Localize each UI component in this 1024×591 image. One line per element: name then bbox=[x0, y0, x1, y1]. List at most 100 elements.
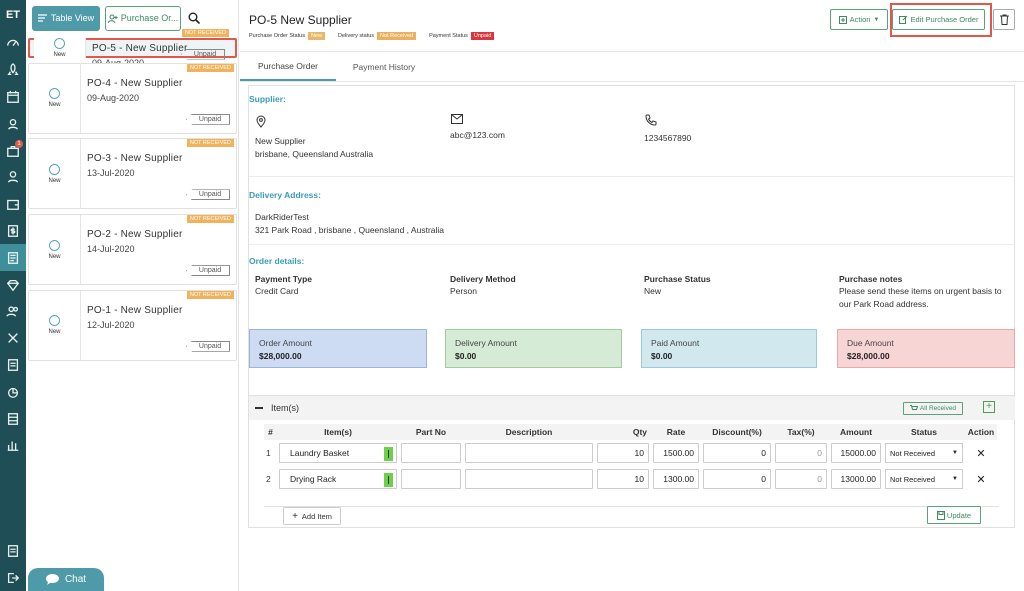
diamond-icon bbox=[6, 279, 20, 291]
edit-highlight bbox=[890, 3, 992, 37]
order-card-po5[interactable]: New PO-5 - New Supplier 09-Aug-2020 NOT … bbox=[28, 28, 237, 68]
add-row-button[interactable]: + bbox=[983, 401, 995, 413]
status-select[interactable]: Not Received ▼ bbox=[885, 469, 963, 489]
purchase-status-label: Purchase Status bbox=[644, 274, 711, 284]
action-dropdown-button[interactable]: Action ▼ bbox=[830, 9, 888, 30]
remove-row-icon[interactable]: ✕ bbox=[976, 447, 986, 460]
rate-input[interactable]: 1300.00 bbox=[653, 469, 699, 489]
rail-dashboard[interactable] bbox=[0, 30, 26, 57]
order-card-po4[interactable]: New PO-4 - New Supplier 09-Aug-2020 NOT … bbox=[28, 62, 237, 134]
all-received-button[interactable]: All Received bbox=[903, 402, 963, 415]
rail-logout[interactable] bbox=[0, 564, 26, 591]
paid-amount-card: Paid Amount $0.00 bbox=[641, 329, 817, 368]
order-date: 09-Aug-2020 bbox=[87, 92, 140, 103]
new-purchase-order-button[interactable]: Purchase Or... bbox=[105, 5, 181, 31]
rail-wallet[interactable] bbox=[0, 191, 26, 218]
paid-amount-value: $0.00 bbox=[651, 351, 673, 361]
plus-square-icon bbox=[838, 15, 847, 24]
qty-input[interactable]: 10 bbox=[597, 469, 649, 489]
rail-user[interactable] bbox=[0, 164, 26, 191]
order-cards: New PO-5 - New Supplier 09-Aug-2020 NOT … bbox=[26, 28, 239, 365]
description-input[interactable] bbox=[465, 443, 593, 463]
delete-button[interactable] bbox=[993, 9, 1015, 30]
payment-type-value: Credit Card bbox=[255, 286, 299, 296]
edit-purchase-order-button[interactable]: Edit Purchase Order bbox=[892, 9, 985, 30]
delivery-name: DarkRiderTest bbox=[255, 212, 309, 222]
amount-input[interactable]: 15000.00 bbox=[831, 443, 881, 463]
rail-stats[interactable] bbox=[0, 432, 26, 459]
tab-purchase-order[interactable]: Purchase Order bbox=[240, 52, 336, 81]
plus-icon: + bbox=[986, 401, 992, 412]
item-select[interactable]: Drying Rack bbox=[279, 469, 397, 489]
table-view-button[interactable]: Table View bbox=[32, 5, 100, 31]
rail-jobs[interactable]: 1 bbox=[0, 137, 26, 164]
order-card-po2[interactable]: New PO-2 - New Supplier 14-Jul-2020 NOT … bbox=[28, 214, 237, 286]
payment-tag: Unpaid bbox=[186, 113, 230, 125]
status-value: Not Received bbox=[890, 474, 936, 484]
trash-icon bbox=[999, 14, 1009, 25]
description-input[interactable] bbox=[465, 469, 593, 489]
discount-input[interactable]: 0 bbox=[703, 469, 771, 489]
rail-purchase-orders[interactable] bbox=[0, 244, 26, 272]
purchase-notes-label: Purchase notes bbox=[839, 274, 903, 284]
update-button[interactable]: Update bbox=[927, 506, 981, 524]
rail-team[interactable] bbox=[0, 298, 26, 325]
part-no-input[interactable] bbox=[401, 469, 461, 489]
state-circle-icon bbox=[49, 315, 60, 327]
rail-notes[interactable] bbox=[0, 537, 26, 564]
remove-row-icon[interactable]: ✕ bbox=[976, 473, 986, 486]
discount-input[interactable]: 0 bbox=[703, 443, 771, 463]
table-row: 2 Drying Rack 10 1300.00 0 0 13000.00 No… bbox=[264, 466, 997, 492]
payment-status-badge: Unpaid bbox=[470, 32, 495, 40]
delivery-amount-label: Delivery Amount bbox=[455, 338, 517, 348]
order-card-po1[interactable]: New PO-1 - New Supplier 12-Jul-2020 NOT … bbox=[28, 289, 237, 361]
payment-tag: Unpaid bbox=[181, 48, 225, 60]
payment-status-label: Payment Status bbox=[429, 33, 468, 39]
item-select[interactable]: Laundry Basket bbox=[279, 443, 397, 463]
order-state: New bbox=[48, 177, 61, 184]
caret-down-icon: ▼ bbox=[952, 476, 958, 482]
order-title: PO-3 - New Supplier bbox=[87, 153, 183, 165]
tab-payment-history[interactable]: Payment History bbox=[352, 61, 416, 72]
collapse-icon[interactable] bbox=[255, 407, 263, 409]
rail-ledger[interactable] bbox=[0, 405, 26, 432]
status-select[interactable]: Not Received ▼ bbox=[885, 443, 963, 463]
qty-input[interactable]: 10 bbox=[597, 443, 649, 463]
dollar-icon bbox=[7, 225, 19, 237]
tax-input[interactable]: 0 bbox=[775, 469, 827, 489]
add-item-button[interactable]: + Add Item bbox=[283, 507, 341, 525]
supplier-heading: Supplier: bbox=[249, 94, 286, 104]
rail-calendar[interactable] bbox=[0, 84, 26, 111]
col-tax: Tax(%) bbox=[773, 424, 829, 440]
order-date: 14-Jul-2020 bbox=[87, 244, 135, 255]
rail-tools[interactable] bbox=[0, 325, 26, 352]
save-icon bbox=[936, 510, 945, 520]
part-no-input[interactable] bbox=[401, 443, 461, 463]
rail-contacts[interactable] bbox=[0, 110, 26, 137]
update-label: Update bbox=[946, 510, 972, 520]
rail-analytics[interactable] bbox=[0, 378, 26, 405]
amount-input[interactable]: 13000.00 bbox=[831, 469, 881, 489]
cart-check-icon bbox=[909, 405, 918, 410]
col-action: Action bbox=[965, 424, 997, 440]
chat-label: Chat bbox=[64, 574, 87, 585]
payment-tag: Unpaid bbox=[186, 189, 230, 201]
rail-reports[interactable] bbox=[0, 352, 26, 379]
due-amount-card: Due Amount $28,000.00 bbox=[837, 329, 1015, 368]
item-picker-icon[interactable] bbox=[384, 473, 393, 487]
calendar-icon bbox=[7, 90, 19, 103]
search-button[interactable] bbox=[186, 10, 202, 26]
delivery-heading: Delivery Address: bbox=[249, 190, 321, 200]
chat-button[interactable]: Chat bbox=[28, 568, 104, 591]
item-picker-icon[interactable] bbox=[384, 447, 393, 461]
order-details-heading: Order details: bbox=[249, 256, 305, 266]
rate-input[interactable]: 1500.00 bbox=[653, 443, 699, 463]
rail-rocket[interactable] bbox=[0, 57, 26, 84]
col-discount: Discount(%) bbox=[701, 424, 773, 440]
order-title: PO-2 - New Supplier bbox=[87, 229, 183, 241]
tax-input[interactable]: 0 bbox=[775, 443, 827, 463]
order-card-po3[interactable]: New PO-3 - New Supplier 13-Jul-2020 NOT … bbox=[28, 138, 237, 210]
rail-gems[interactable] bbox=[0, 271, 26, 298]
payment-tag: Unpaid bbox=[186, 265, 230, 277]
rail-billing[interactable] bbox=[0, 218, 26, 245]
